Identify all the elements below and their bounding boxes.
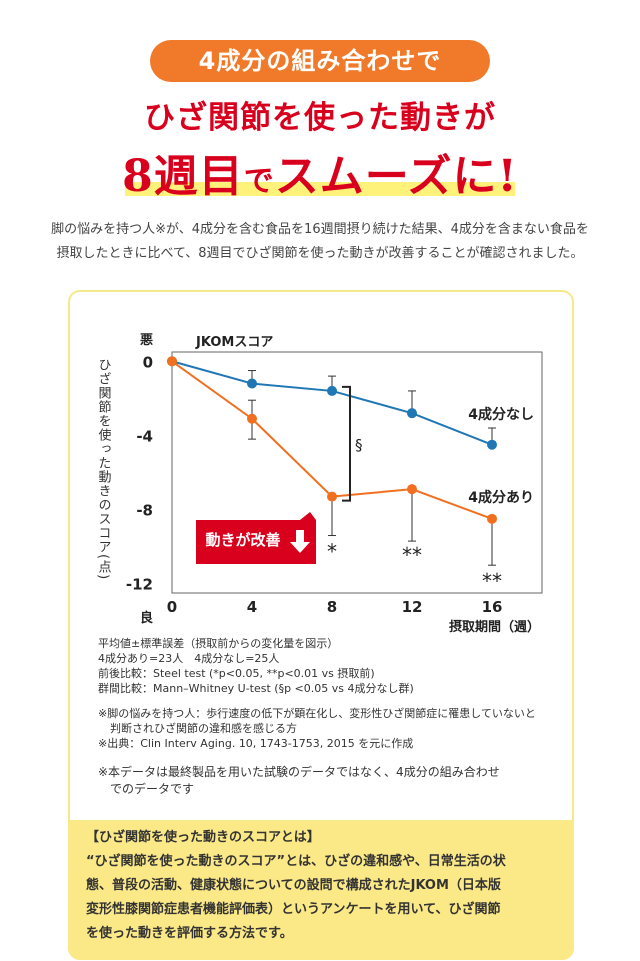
headline-small: で	[243, 164, 275, 199]
chart-notes: 平均値±標準誤差（摂取前からの変化量を図示） 4成分あり=23人 4成分なし=2…	[98, 636, 548, 751]
intro-line1: 脚の悩みを持つ人※が、4成分を含む食品を16週間摂り続けた結果、4成分を含まない…	[51, 222, 589, 237]
y-tick-label: -4	[136, 427, 153, 445]
highlight-bar	[125, 182, 515, 196]
headline-line1: ひざ関節を使った動きが	[144, 100, 496, 136]
definition-line4: を使った動きを評価する方法です。	[86, 926, 293, 941]
intro-line2: 摂取したときに比べて、8週目でひざ関節を使った動きが改善することが確認されました…	[56, 246, 584, 261]
intro-text: 脚の悩みを持つ人※が、4成分を含む食品を16週間摂り続けた結果、4成分を含まない…	[40, 218, 600, 266]
note-4: 群間比較：Mann–Whitney U-test (§p <0.05 vs 4成…	[98, 682, 414, 695]
significance-star: **	[402, 543, 422, 567]
note-1: 平均値±標準誤差（摂取前からの変化量を図示）	[98, 637, 339, 650]
disclaimer-line1: ※本データは最終製品を用いた試験のデータではなく、4成分の組み合わせ	[98, 765, 500, 779]
disclaimer: ※本データは最終製品を用いた試験のデータではなく、4成分の組み合わせ でのデータ…	[98, 764, 548, 798]
data-point	[487, 439, 497, 450]
x-tick-label: 12	[402, 598, 423, 616]
callout-text: 動きが改善	[205, 531, 280, 549]
y-axis-label: ひざ関節を使った動きのスコア(点)	[96, 358, 112, 580]
note-5: ※脚の悩みを持つ人：歩行速度の低下が顕在化し、変形性ひざ関節症に罹患していないと	[98, 707, 536, 720]
x-tick-label: 8	[327, 598, 337, 616]
note-7: ※出典：Clin Interv Aging. 10, 1743-1753, 20…	[98, 737, 414, 750]
x-tick-label: 0	[167, 598, 177, 616]
headline-pill: 4成分の組み合わせで	[150, 40, 490, 82]
significance-star: **	[482, 569, 502, 593]
headline-line2: 8週目でスムーズに!	[0, 140, 640, 204]
x-tick-label: 4	[247, 598, 257, 616]
data-point	[167, 356, 177, 367]
data-point	[327, 491, 337, 502]
significance-bracket	[342, 385, 351, 502]
y-bottom-label: 良	[140, 610, 153, 626]
data-point	[247, 413, 257, 424]
data-point	[247, 378, 257, 389]
definition-line2: 態、普段の活動、健康状態についての設問で構成されたJKOM（日本版	[86, 878, 501, 893]
definition-line1: “ひざ関節を使った動きのスコア”とは、ひざの違和感や、日常生活の状	[86, 854, 506, 869]
definition-title: 【ひざ関節を使った動きのスコアとは】	[86, 830, 320, 845]
data-point	[327, 385, 337, 396]
y-tick-label: -8	[136, 502, 153, 520]
y-top-label: 悪	[140, 333, 153, 348]
data-point	[487, 513, 497, 524]
data-point	[407, 408, 417, 419]
callout-box	[196, 512, 316, 564]
series-label: 4成分あり	[468, 489, 534, 506]
significance-star: *	[327, 539, 337, 563]
data-point	[407, 484, 417, 495]
note-2: 4成分あり=23人 4成分なし=25人	[98, 652, 280, 665]
headline-big: 8週目	[122, 151, 244, 202]
x-axis-label: 摂取期間（週）	[449, 619, 540, 635]
y-tick-label: -12	[126, 576, 153, 594]
disclaimer-line2: でのデータです	[110, 782, 195, 796]
chart-title: JKOMスコア	[195, 335, 273, 350]
definition-box: 【ひざ関節を使った動きのスコアとは】 “ひざ関節を使った動きのスコア”とは、ひざ…	[68, 820, 574, 960]
note-6: 判断されひざ関節の違和感を感じる方	[110, 722, 297, 735]
x-tick-label: 16	[482, 598, 503, 616]
headline-rest: スムーズに!	[274, 151, 518, 202]
definition-line3: 変形性膝関節症患者機能評価表）というアンケートを用いて、ひざ関節	[86, 902, 501, 917]
down-arrow-icon	[290, 530, 310, 553]
section-mark: §	[355, 436, 363, 454]
note-3: 前後比較：Steel test (*p<0.05, **p<0.01 vs 摂取…	[98, 667, 375, 680]
y-tick-label: 0	[143, 353, 153, 371]
series-label: 4成分なし	[468, 406, 534, 423]
